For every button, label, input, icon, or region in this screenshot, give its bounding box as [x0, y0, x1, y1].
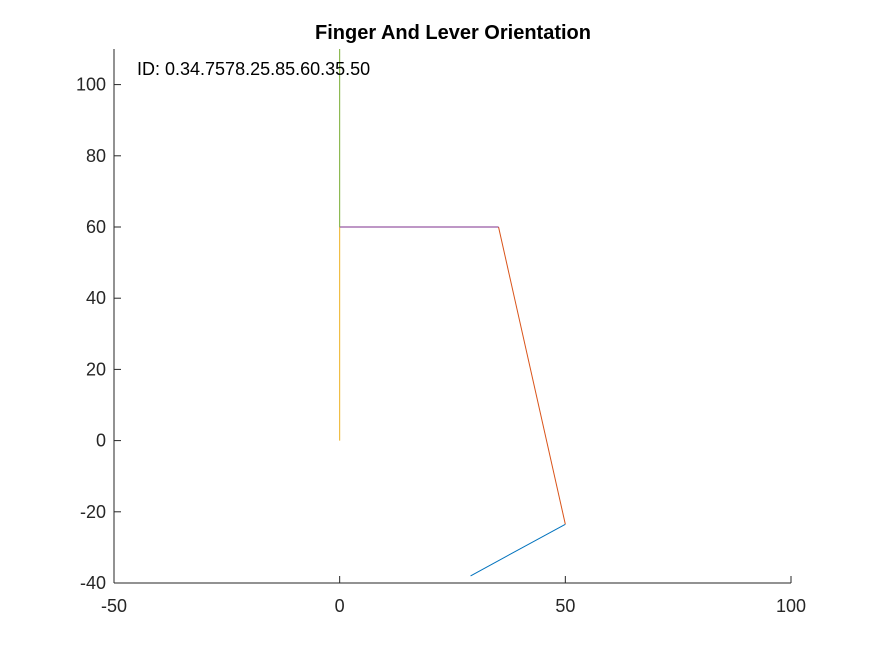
y-tick-label: 20: [86, 359, 106, 379]
id-annotation: ID: 0.34.7578.25.85.60.35.50: [137, 59, 370, 79]
y-tick-label: 40: [86, 288, 106, 308]
axes-layer: -50 0 50 100 -40 -20 0 20 40 60 80 100: [76, 49, 806, 616]
y-tick-label: -20: [80, 502, 106, 522]
y-tick-label: 80: [86, 146, 106, 166]
y-tick-label: 0: [96, 431, 106, 451]
chart-title: Finger And Lever Orientation: [315, 22, 591, 44]
y-tick-label: 60: [86, 217, 106, 237]
x-tick-label: 50: [555, 596, 575, 616]
series-layer: [339, 49, 566, 577]
y-tick-label: -40: [80, 573, 106, 593]
x-tick-label: 100: [776, 596, 806, 616]
x-tick-label: 0: [335, 596, 345, 616]
series-line-2: [498, 226, 566, 525]
y-tick-label: 100: [76, 75, 106, 95]
series-line-1: [470, 523, 566, 577]
x-tick-label: -50: [101, 596, 127, 616]
